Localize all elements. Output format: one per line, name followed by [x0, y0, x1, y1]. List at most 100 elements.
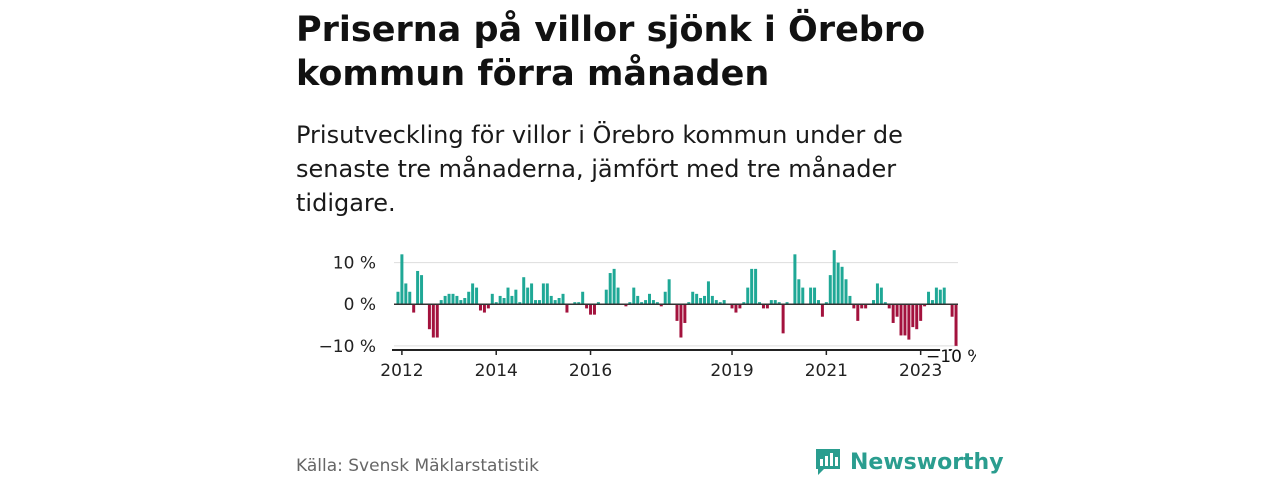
bar	[742, 302, 746, 305]
bar	[604, 289, 608, 305]
bar	[703, 295, 707, 305]
bar	[408, 291, 412, 305]
bar	[840, 266, 844, 305]
bar	[773, 300, 777, 305]
brand-logo: Newsworthy	[814, 446, 1004, 478]
bar	[537, 300, 541, 305]
bar	[769, 300, 773, 305]
bar	[502, 298, 506, 305]
bar	[482, 304, 486, 313]
bar	[923, 304, 927, 307]
bar	[777, 302, 781, 305]
bar	[860, 304, 864, 309]
bar	[722, 300, 726, 305]
bar	[608, 273, 612, 305]
y-tick-label: 0 %	[344, 295, 376, 315]
bar	[927, 291, 931, 305]
bar	[581, 291, 585, 305]
bar	[903, 304, 907, 336]
bar	[644, 300, 648, 305]
bar	[549, 295, 553, 305]
bar	[848, 295, 852, 305]
bar	[648, 293, 651, 305]
bar	[930, 300, 934, 305]
bar	[475, 287, 479, 305]
bar	[761, 304, 765, 309]
bar	[907, 304, 911, 340]
bar	[663, 291, 667, 305]
bar	[793, 254, 797, 305]
bar	[899, 304, 903, 336]
bar-chart: 10 %0 %−10 %2012 2014 2016 2019 2021 2023−10 …	[319, 250, 976, 380]
bar	[651, 300, 655, 305]
source-note: Källa: Svensk Mäklarstatistik	[296, 456, 539, 476]
bar	[447, 293, 451, 305]
bar	[844, 279, 848, 305]
bar	[498, 295, 502, 305]
bar	[879, 287, 883, 305]
brand-name: Newsworthy	[850, 449, 1004, 475]
bar	[911, 304, 915, 328]
bar	[746, 287, 750, 305]
bar	[679, 304, 683, 338]
bar	[950, 304, 954, 317]
bar	[510, 295, 514, 305]
bar	[785, 302, 789, 305]
bar	[534, 300, 538, 305]
bar	[443, 295, 447, 305]
bar	[412, 304, 416, 313]
bar	[435, 304, 439, 338]
bar	[797, 279, 801, 305]
bar	[659, 304, 663, 307]
bar	[813, 287, 817, 305]
bar	[687, 302, 691, 305]
x-tick-label: 2021	[805, 361, 848, 380]
bar	[486, 304, 490, 309]
bar	[781, 304, 785, 334]
bar	[463, 298, 467, 305]
bar	[573, 302, 577, 305]
bar	[832, 250, 836, 305]
bar	[522, 277, 526, 305]
bar	[404, 283, 408, 305]
bar	[557, 298, 561, 305]
newsworthy-logo-icon	[816, 449, 840, 475]
bar	[919, 304, 923, 321]
bar	[577, 302, 581, 305]
bar	[640, 302, 644, 305]
bar	[585, 304, 589, 309]
bar	[875, 283, 879, 305]
bar	[864, 304, 868, 309]
bar	[836, 262, 840, 305]
bar	[616, 287, 620, 305]
bar	[706, 281, 710, 305]
bar	[451, 293, 455, 305]
bar	[431, 304, 435, 338]
bar	[427, 304, 431, 330]
bar	[561, 293, 565, 305]
bar	[596, 302, 600, 305]
bar	[553, 300, 557, 305]
bar	[734, 304, 738, 313]
x-tick-label: 2014	[475, 361, 518, 380]
bar	[494, 302, 498, 305]
bar	[471, 283, 475, 305]
bar	[938, 289, 942, 305]
bar	[636, 295, 640, 305]
x-tick-label: 2019	[710, 361, 753, 380]
bar	[738, 304, 742, 309]
bar	[655, 302, 659, 305]
bar	[801, 287, 805, 305]
bar	[416, 270, 420, 305]
bar	[589, 304, 593, 315]
bar	[699, 298, 703, 305]
bar	[541, 283, 545, 305]
bar	[714, 300, 718, 305]
bar	[530, 283, 534, 305]
bar	[824, 302, 828, 305]
bar	[667, 279, 671, 305]
bar	[396, 291, 400, 305]
bar	[526, 287, 530, 305]
bar	[887, 304, 891, 309]
bar	[954, 304, 958, 346]
